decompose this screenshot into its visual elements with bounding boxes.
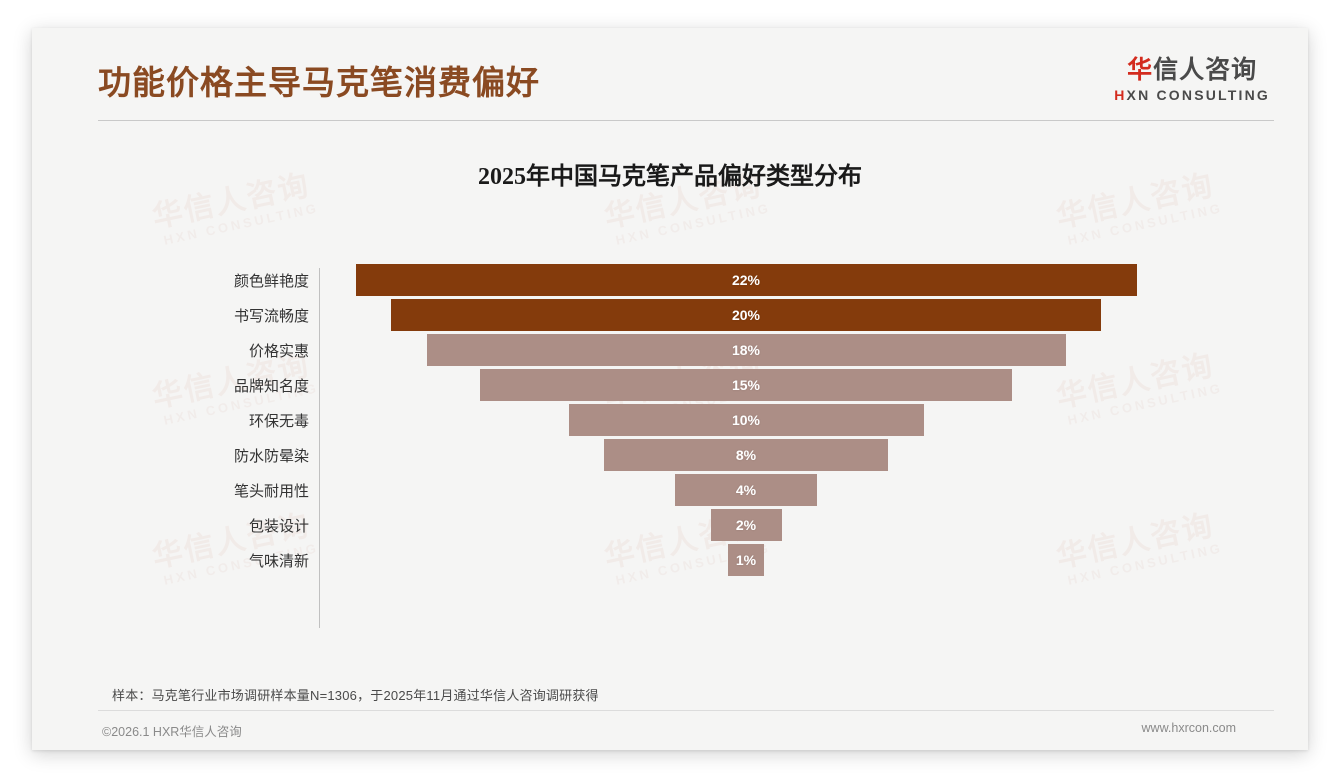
funnel-row: 环保无毒 10%	[152, 404, 1172, 436]
funnel-row: 颜色鲜艳度 22%	[152, 264, 1172, 296]
bar-track: 10%	[320, 404, 1172, 436]
funnel-bar[interactable]: 15%	[479, 369, 1013, 401]
bar-track: 15%	[320, 369, 1172, 401]
page-title: 功能价格主导马克笔消费偏好	[98, 64, 540, 101]
category-axis-line	[319, 268, 320, 628]
bar-value-label: 4%	[735, 482, 757, 498]
chart-container: 2025年中国马克笔产品偏好类型分布 颜色鲜艳度 22% 书写流畅度 20% 价格实惠 1…	[32, 124, 1308, 684]
bar-track: 8%	[320, 439, 1172, 471]
category-label: 书写流畅度	[233, 307, 309, 325]
website-link[interactable]: www.hxrcon.com	[1141, 721, 1236, 735]
logo-chinese: 华信人咨询	[1114, 56, 1270, 85]
bar-value-label: 15%	[731, 377, 761, 393]
logo-en-rest: XN CONSULTING	[1126, 86, 1270, 103]
bar-value-label: 8%	[735, 447, 757, 463]
category-label: 价格实惠	[248, 342, 309, 360]
bar-track: 18%	[320, 334, 1172, 366]
bar-value-label: 22%	[731, 272, 761, 288]
header-divider	[98, 120, 1274, 121]
chart-title: 2025年中国马克笔产品偏好类型分布	[478, 164, 862, 190]
slide-card: 华信人咨询 HXN CONSULTING 华信人咨询 HXN CONSULTIN…	[32, 28, 1308, 750]
bar-track: 22%	[320, 264, 1172, 296]
funnel-bar[interactable]: 1%	[728, 544, 764, 576]
bar-value-label: 10%	[731, 412, 761, 428]
category-label: 包装设计	[248, 517, 309, 535]
slide-header: 功能价格主导马克笔消费偏好 华信人咨询 HXN CONSULTING	[32, 28, 1308, 124]
bar-value-label: 1%	[735, 552, 757, 568]
footer-divider	[98, 710, 1274, 711]
funnel-row: 书写流畅度 20%	[152, 299, 1172, 331]
funnel-row: 包装设计 2%	[152, 509, 1172, 541]
category-label: 品牌知名度	[233, 377, 309, 395]
funnel-bar[interactable]: 10%	[568, 404, 924, 436]
category-label: 环保无毒	[248, 412, 309, 430]
funnel-bar[interactable]: 22%	[355, 264, 1137, 296]
copyright-text: ©2026.1 HXR华信人咨询	[102, 725, 242, 739]
bar-track: 1%	[320, 544, 1172, 576]
bar-value-label: 20%	[731, 307, 761, 323]
funnel-bar[interactable]: 4%	[675, 474, 817, 506]
funnel-row: 防水防晕染 8%	[152, 439, 1172, 471]
brand-logo: 华信人咨询 HXN CONSULTING	[1114, 56, 1270, 103]
bar-value-label: 18%	[731, 342, 761, 358]
funnel-row: 气味清新 1%	[152, 544, 1172, 576]
funnel-chart-plot: 颜色鲜艳度 22% 书写流畅度 20% 价格实惠 18% 品牌知名度 15% 环保无毒 10% 防水…	[152, 264, 1172, 634]
slide-footer: ©2026.1 HXR华信人咨询 www.hxrcon.com	[32, 711, 1308, 750]
logo-cn-rest: 信人咨询	[1153, 56, 1258, 84]
category-label: 颜色鲜艳度	[233, 272, 309, 290]
funnel-row: 笔头耐用性 4%	[152, 474, 1172, 506]
source-note: 样本：马克笔行业市场调研样本量N=1306，于2025年11月通过华信人咨询调研…	[112, 688, 599, 703]
funnel-bar[interactable]: 8%	[604, 439, 888, 471]
category-label: 气味清新	[248, 552, 309, 570]
bar-track: 20%	[320, 299, 1172, 331]
logo-h-glyph: H	[1114, 86, 1127, 103]
funnel-row: 价格实惠 18%	[152, 334, 1172, 366]
logo-english: HXN CONSULTING	[1114, 87, 1270, 103]
funnel-row: 品牌知名度 15%	[152, 369, 1172, 401]
funnel-bar[interactable]: 18%	[426, 334, 1066, 366]
bar-value-label: 2%	[735, 517, 757, 533]
category-label: 防水防晕染	[233, 447, 309, 465]
logo-hua-glyph: 华	[1127, 56, 1154, 84]
bar-track: 2%	[320, 509, 1172, 541]
funnel-bar[interactable]: 2%	[710, 509, 782, 541]
funnel-bar[interactable]: 20%	[391, 299, 1101, 331]
bar-track: 4%	[320, 474, 1172, 506]
category-label: 笔头耐用性	[233, 482, 309, 500]
